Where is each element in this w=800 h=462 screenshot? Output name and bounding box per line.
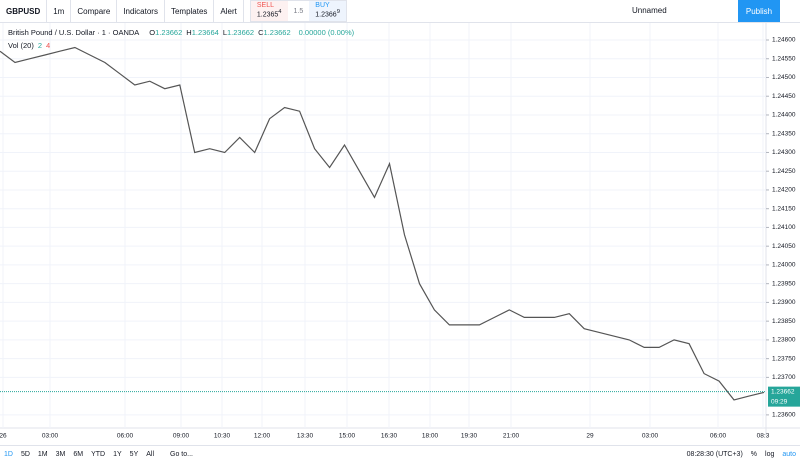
toolbar-button[interactable]: Indicators (117, 0, 165, 22)
price-line (0, 46, 765, 401)
ohlc-key: O (149, 28, 156, 37)
x-tick-label: 26 (0, 433, 7, 440)
x-tick-label: 21:00 (503, 433, 520, 440)
quote-panel: SELL 1.23654 1.5 BUY 1.23669 (249, 0, 347, 22)
range-button[interactable]: 3M (55, 450, 66, 458)
y-tick-label: 1.23750 (772, 355, 796, 362)
sell-pip: 4 (278, 9, 282, 15)
interval[interactable]: 1m (47, 0, 72, 22)
toolbar: GBPUSD 1m Compare Indicators Templates A… (0, 0, 800, 23)
y-tick-label: 1.24150 (772, 205, 796, 212)
legend: British Pound / U.S. Dollar · 1 · OANDA … (8, 26, 354, 52)
range-button[interactable]: 1M (37, 450, 48, 458)
x-tick-label: 03:00 (42, 433, 59, 440)
ohlc-value: 1.23662 (263, 28, 291, 37)
layout-name[interactable]: Unnamed (632, 6, 667, 15)
ohlc: O1.23662 H1.23664 L1.23662 C1.23662 (149, 28, 294, 37)
x-tick-label: 08:3 (757, 433, 770, 440)
range-button[interactable]: 5Y (129, 450, 139, 458)
x-tick-label: 16:30 (381, 433, 398, 440)
instrument-name: British Pound / U.S. Dollar · 1 · OANDA (8, 28, 140, 37)
countdown: 09:29 (771, 398, 788, 405)
x-tick-label: 15:00 (339, 433, 356, 440)
y-tick-label: 1.24050 (772, 243, 796, 250)
ohlc-value: 1.23662 (155, 28, 183, 37)
spread: 1.5 (293, 7, 304, 15)
sell-label: SELL (256, 2, 274, 9)
y-tick-label: 1.24100 (772, 224, 796, 231)
scale-option[interactable]: auto (782, 450, 796, 458)
volume-value: 4 (46, 41, 51, 50)
y-tick-label: 1.24550 (772, 55, 796, 62)
buy-label: BUY (315, 2, 330, 9)
x-tick-label: 13:30 (297, 433, 314, 440)
range-button[interactable]: 5D (20, 450, 30, 458)
ohlc-key: H (186, 28, 192, 37)
sell-price: 1.2365 (256, 11, 279, 19)
last-price-label: 1.23662 (771, 388, 795, 395)
change: 0.00000 (0.00%) (298, 28, 355, 37)
ohlc-value: 1.23662 (226, 28, 255, 37)
goto[interactable]: Go to... (170, 450, 193, 458)
x-tick-label: 10:30 (214, 433, 231, 440)
y-tick-label: 1.24450 (772, 93, 796, 100)
toolbar-button[interactable]: Templates (165, 0, 215, 22)
publish-button[interactable]: Publish (738, 0, 780, 22)
y-tick-label: 1.24350 (772, 130, 796, 137)
y-tick-label: 1.24000 (772, 262, 796, 269)
y-tick-label: 1.24300 (772, 149, 796, 156)
x-tick-label: 29 (586, 433, 594, 440)
y-tick-label: 1.24200 (772, 187, 796, 194)
x-tick-label: 06:00 (710, 433, 727, 440)
x-tick-label: 09:00 (173, 433, 190, 440)
range-button[interactable]: YTD (91, 450, 106, 458)
x-tick-label: 18:00 (422, 433, 439, 440)
symbol[interactable]: GBPUSD (0, 0, 48, 22)
buy-pip: 9 (336, 9, 340, 15)
volume-value: 2 (37, 41, 43, 50)
y-tick-label: 1.23800 (772, 337, 796, 344)
y-tick-label: 1.23900 (772, 299, 796, 306)
range-button[interactable]: 1D (4, 450, 13, 458)
y-tick-label: 1.24400 (772, 112, 796, 119)
x-tick-label: 12:00 (254, 433, 271, 440)
scale-option[interactable]: % (750, 450, 758, 458)
y-tick-label: 1.23950 (772, 280, 796, 287)
ohlc-key: L (222, 28, 227, 37)
x-tick-label: 03:00 (642, 433, 659, 440)
y-tick-label: 1.24250 (772, 168, 796, 175)
x-tick-label: 06:00 (117, 433, 134, 440)
sell-button[interactable]: SELL 1.23654 (250, 1, 288, 21)
y-tick-label: 1.24500 (772, 74, 796, 81)
buy-button[interactable]: BUY 1.23669 (309, 1, 346, 21)
y-tick-label: 1.23850 (772, 318, 796, 325)
x-tick-label: 19:30 (461, 433, 478, 440)
buy-price: 1.2366 (315, 11, 337, 19)
bottom-bar: 1D 5D 1M 3M 6M YTD 1Y 5Y All Go to... 08:28:30 (UT… (0, 445, 800, 462)
ohlc-key: C (258, 28, 264, 37)
toolbar-button[interactable]: Alert (214, 0, 244, 22)
range-button[interactable]: 6M (73, 450, 84, 458)
ohlc-value: 1.23664 (191, 28, 219, 37)
range-button[interactable]: All (146, 450, 155, 458)
y-tick-label: 1.24600 (772, 37, 796, 44)
y-tick-label: 1.23700 (772, 374, 796, 381)
last-price-badge (768, 386, 800, 407)
volume-label: Vol (20) (8, 41, 34, 50)
scale-option[interactable]: log (765, 450, 775, 458)
clock: 08:28:30 (UTC+3) (686, 450, 743, 458)
range-button[interactable]: 1Y (113, 450, 122, 458)
y-tick-label: 1.23600 (772, 412, 796, 419)
toolbar-button[interactable]: Compare (71, 0, 118, 22)
